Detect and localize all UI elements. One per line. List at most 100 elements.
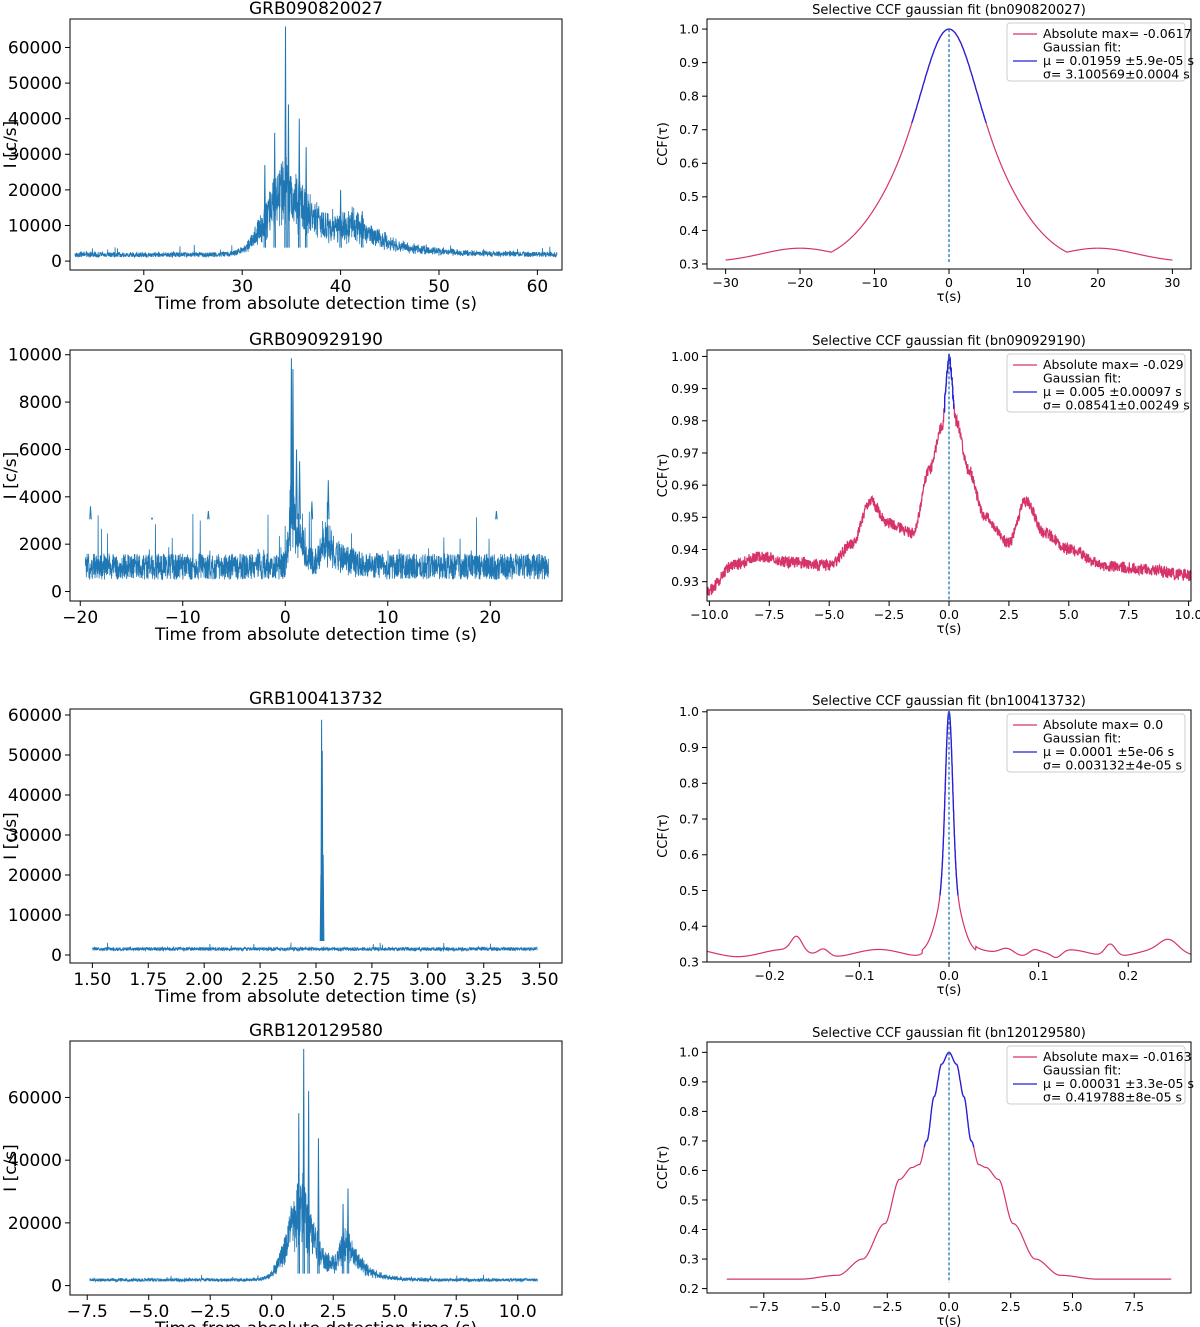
y-axis-label: I [c/s]	[1, 812, 21, 860]
x-tick-label: −5.0	[810, 1299, 840, 1314]
lightcurve-series	[89, 1173, 538, 1283]
y-tick-label: 0	[51, 252, 62, 272]
y-tick-label: 4000	[19, 488, 62, 508]
lightcurve-spike	[298, 461, 301, 520]
y-tick-label: 20000	[8, 181, 62, 201]
x-tick-label: −2.5	[872, 1299, 902, 1314]
y-axis-label: I [c/s]	[1, 452, 21, 500]
chart-panel-7: −7.5 −5.0 −2.5 0.0 2.5 5.0 7.5 10.0 0 20000 40000 6…	[1, 1021, 563, 1327]
x-tick-label: 0.0	[258, 1302, 285, 1322]
chart-title: Selective CCF gaussian fit (bn120129580)	[812, 1026, 1086, 1041]
x-tick-label: −10	[165, 608, 201, 628]
lightcurve-spike	[361, 211, 364, 248]
y-tick-label: 0.5	[679, 189, 699, 204]
y-tick-label: 0.9	[679, 55, 699, 70]
y-tick-label: 10000	[8, 216, 62, 236]
lightcurve-spike	[150, 517, 154, 520]
lightcurve-spike	[339, 189, 342, 248]
y-tick-label: 2000	[19, 535, 62, 555]
chart-panel-3: −20 −10 0 10 20 0 2000 4000 6000 8000 10000 GRB0909…	[1, 330, 563, 645]
plot-area	[89, 1048, 538, 1283]
y-tick-label: 0.6	[679, 1163, 699, 1178]
x-tick-label: −2.5	[874, 607, 904, 622]
x-tick-label: 20	[1090, 275, 1106, 290]
y-axis-label: I [c/s]	[1, 121, 21, 169]
y-axis-label: CCF(τ)	[656, 1146, 671, 1190]
y-tick-label: 0.9	[679, 740, 699, 755]
x-tick-label: 0.0	[939, 607, 959, 622]
lightcurve-series	[91, 942, 538, 953]
x-tick-label: 40	[330, 277, 352, 297]
y-tick-label: 0.7	[679, 122, 699, 137]
y-tick-label: 0.95	[671, 510, 699, 525]
lightcurve-spike	[298, 118, 301, 248]
chart-panel-1: 20 30 40 50 60 0 10000 20000 30000 40000 50000 6000…	[1, 0, 563, 314]
y-tick-label: 0.93	[671, 574, 699, 589]
x-axis-label: Time from absolute detection time (s)	[154, 294, 477, 314]
x-tick-label: 3.50	[521, 970, 559, 990]
axes-frame	[69, 708, 563, 964]
x-tick-label: 2.5	[999, 607, 1019, 622]
x-tick-label: −10.0	[690, 607, 728, 622]
lightcurve-spike	[263, 164, 267, 248]
y-tick-label: 0.6	[679, 156, 699, 171]
lightcurve-series	[84, 474, 550, 581]
x-tick-label: 1.75	[129, 970, 167, 990]
y-tick-label: 0.4	[679, 1222, 699, 1237]
y-tick-label: 0.3	[679, 1251, 699, 1266]
lightcurve-spike	[302, 1048, 305, 1274]
x-tick-label: 20	[133, 277, 155, 297]
x-tick-label: 0	[280, 608, 291, 628]
legend-entry: σ= 3.100569±0.0004 s	[1043, 67, 1190, 82]
plot-area	[91, 719, 538, 953]
legend-entry: μ = 0.005 ±0.00097 s	[1043, 384, 1182, 399]
lightcurve-spike	[295, 449, 298, 520]
chart-title: GRB100413732	[249, 689, 383, 709]
y-axis-label: CCF(τ)	[656, 454, 671, 498]
x-tick-label: 2.25	[241, 970, 279, 990]
lightcurve-spike	[290, 358, 293, 520]
plot-area	[707, 353, 1191, 601]
x-tick-label: 5.0	[1063, 1299, 1083, 1314]
lightcurve-spike	[495, 510, 498, 520]
y-tick-label: 0.8	[679, 776, 699, 791]
legend-entry: μ = 0.01959 ±5.9e-05 s	[1043, 53, 1194, 68]
x-tick-label: 2.5	[320, 1302, 347, 1322]
x-tick-label: 2.75	[353, 970, 391, 990]
legend-entry: σ= 0.08541±0.00249 s	[1043, 398, 1190, 413]
y-tick-label: 10000	[8, 346, 62, 366]
lightcurve-spike	[287, 104, 290, 248]
chart-panel-5: 1.50 1.75 2.00 2.25 2.50 2.75 3.00 3.25 3.50 0 100…	[1, 689, 563, 1007]
x-tick-label: 5.0	[381, 1302, 408, 1322]
x-tick-label: 0.1	[1029, 968, 1049, 983]
lightcurve-spike	[310, 501, 314, 520]
x-axis-label: Time from absolute detection time (s)	[154, 1319, 477, 1327]
x-tick-label: 10	[377, 608, 399, 628]
x-axis-label: τ(s)	[937, 983, 962, 998]
chart-title: GRB090929190	[249, 330, 383, 350]
x-tick-label: 0	[945, 275, 953, 290]
lightcurve-spike	[321, 854, 325, 942]
lightcurve-spike	[273, 132, 276, 248]
y-tick-label: 1.0	[679, 704, 699, 719]
plot-area	[84, 358, 550, 581]
legend-entry: μ = 0.0001 ±5e-06 s	[1043, 744, 1174, 759]
chart-title: GRB090820027	[249, 0, 383, 19]
y-tick-label: 20000	[8, 1214, 62, 1234]
x-tick-label: 20	[479, 608, 501, 628]
x-tick-label: 30	[1164, 275, 1180, 290]
x-tick-label: 7.5	[443, 1302, 470, 1322]
y-tick-label: 0.99	[671, 381, 699, 396]
y-tick-label: 30000	[8, 145, 62, 165]
y-tick-label: 1.00	[671, 349, 699, 364]
y-tick-label: 1.0	[679, 1045, 699, 1060]
chart-title: Selective CCF gaussian fit (bn100413732)	[812, 694, 1086, 709]
x-tick-label: −5.0	[814, 607, 844, 622]
x-tick-label: −10	[861, 275, 887, 290]
y-tick-label: 60000	[8, 38, 62, 58]
axes-frame	[69, 349, 563, 602]
y-tick-label: 0.2	[679, 1281, 699, 1296]
